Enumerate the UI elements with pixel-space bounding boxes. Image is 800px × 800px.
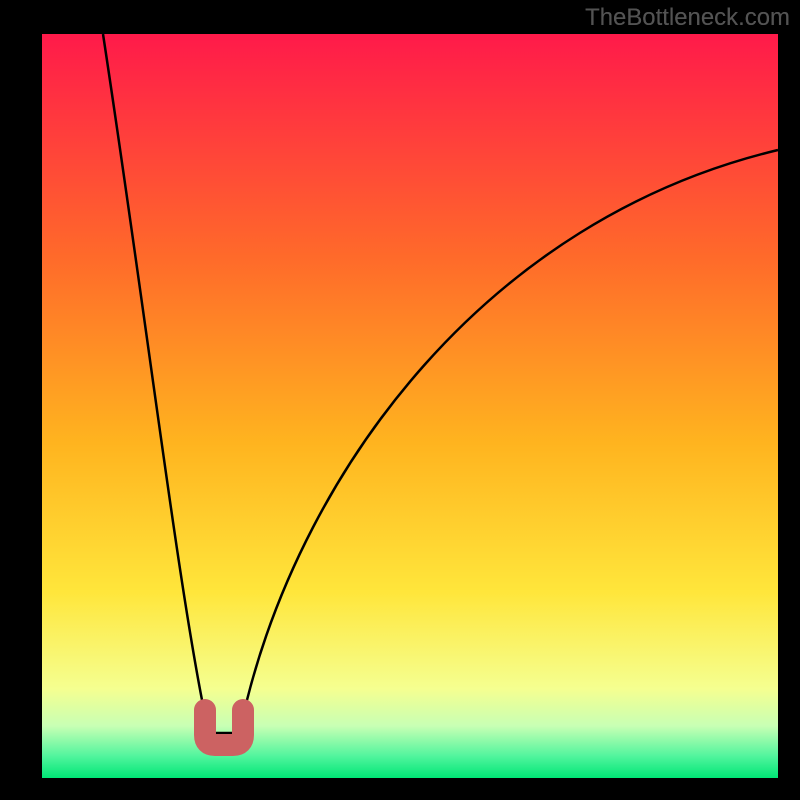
bottleneck-curve [103,34,778,733]
watermark-text-overlay: TheBottleneck.com [585,4,790,32]
chart-root: TheBottleneck.com TheBottleneck.com [0,0,800,800]
bottom-u-marker [205,710,243,745]
plot-svg [0,0,800,800]
